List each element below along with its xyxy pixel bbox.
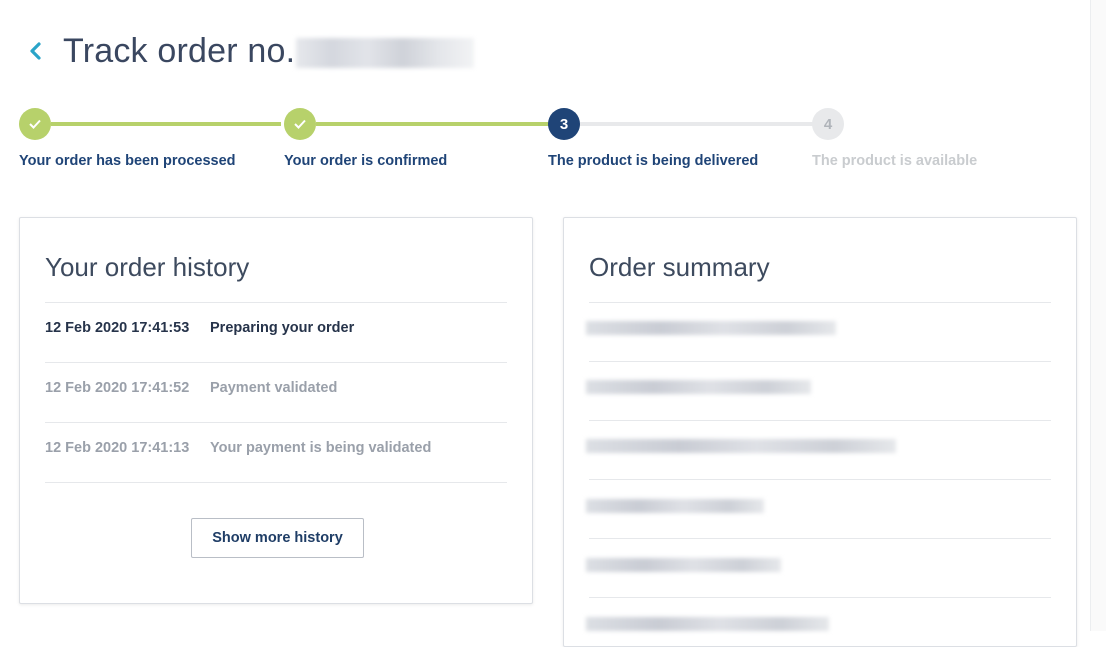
history-date: 12 Feb 2020 17:41:13 (45, 440, 190, 456)
redacted-summary-line (586, 439, 896, 453)
history-date: 12 Feb 2020 17:41:52 (45, 380, 190, 396)
divider (589, 361, 1051, 362)
order-history-title: Your order history (45, 252, 250, 282)
history-row: 12 Feb 2020 17:41:52 Payment validated (45, 380, 337, 396)
history-row: 12 Feb 2020 17:41:13 Your payment is bein… (45, 440, 431, 456)
divider (589, 597, 1051, 598)
history-date: 12 Feb 2020 17:41:53 (45, 320, 190, 336)
divider (45, 422, 507, 423)
redacted-summary-line (586, 499, 764, 513)
divider (45, 362, 507, 363)
step-2-label: Your order is confirmed (284, 153, 448, 169)
divider (589, 302, 1051, 303)
step-1-check-icon (19, 108, 51, 140)
history-event: Preparing your order (210, 320, 355, 336)
step-connector (51, 122, 281, 126)
show-more-history-button[interactable]: Show more history (191, 518, 364, 558)
order-history-card: Your order history 12 Feb 2020 17:41:53 P… (19, 217, 533, 604)
step-4-label: The product is available (812, 153, 978, 169)
step-2-check-icon (284, 108, 316, 140)
step-4-number: 4 (812, 108, 844, 140)
page-title: Track order no. (63, 32, 296, 70)
history-event: Your payment is being validated (210, 440, 432, 456)
divider (589, 420, 1051, 421)
order-summary-card: Order summary (563, 217, 1077, 647)
step-connector (580, 122, 814, 126)
redacted-summary-line (586, 617, 829, 631)
step-1-label: Your order has been processed (19, 153, 236, 169)
scrollbar[interactable] (1090, 0, 1106, 631)
step-3-number: 3 (548, 108, 580, 140)
divider (589, 538, 1051, 539)
redacted-summary-line (586, 558, 781, 572)
redacted-summary-line (586, 380, 811, 394)
order-summary-title: Order summary (589, 252, 770, 282)
step-connector (316, 122, 550, 126)
divider (589, 479, 1051, 480)
redacted-order-number (296, 38, 474, 68)
history-row: 12 Feb 2020 17:41:53 Preparing your order (45, 320, 354, 336)
history-event: Payment validated (210, 380, 338, 396)
step-3-label: The product is being delivered (548, 153, 759, 169)
divider (45, 302, 507, 303)
back-chevron-icon[interactable] (26, 36, 46, 66)
divider (45, 482, 507, 483)
redacted-summary-line (586, 321, 836, 335)
